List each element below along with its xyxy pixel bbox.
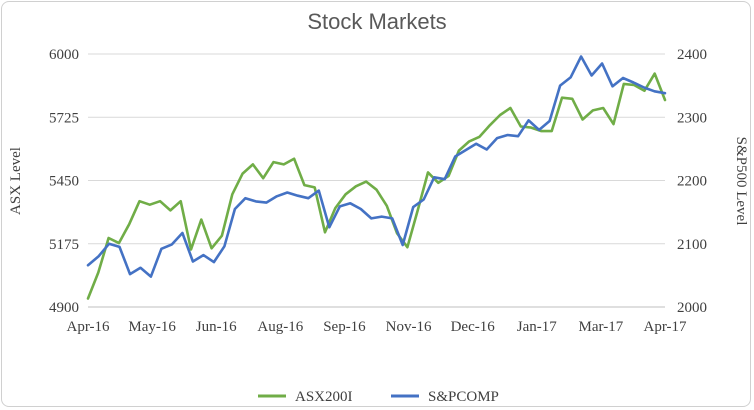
- right-tick-label: 2400: [677, 47, 707, 63]
- x-tick-label: Jun-16: [196, 319, 237, 335]
- left-tick-label: 4900: [49, 300, 79, 316]
- series-line-spcomp: [86, 55, 667, 278]
- left-axis-ticks: 4900 5175 5450 5725 6000: [49, 47, 79, 316]
- x-axis-ticks: Apr-16 May-16 Jun-16 Aug-16 Sep-16 Nov-16 Dec-…: [66, 319, 687, 335]
- x-tick-label: Apr-16: [66, 319, 110, 335]
- legend-label-asx200i: ASX200I: [295, 389, 353, 405]
- legend: ASX200I S&PCOMP: [258, 389, 499, 405]
- series-line-asx200i: [86, 72, 667, 300]
- legend-label-spcomp: S&PCOMP: [428, 389, 499, 405]
- left-tick-label: 5175: [49, 237, 79, 253]
- right-tick-label: 2000: [677, 300, 707, 316]
- left-tick-label: 5450: [49, 174, 79, 190]
- left-tick-label: 6000: [49, 47, 79, 63]
- x-tick-label: Mar-17: [579, 319, 624, 335]
- x-tick-label: Apr-17: [643, 319, 687, 335]
- right-axis-label: S&P500 Level: [733, 137, 749, 226]
- x-tick-label: Sep-16: [323, 319, 366, 335]
- series-lines: [86, 55, 667, 300]
- x-tick-label: Nov-16: [386, 319, 432, 335]
- left-tick-label: 5725: [49, 110, 79, 126]
- gridlines: [88, 53, 665, 245]
- left-axis-label: ASX Level: [8, 147, 24, 215]
- x-tick-label: May-16: [128, 319, 176, 335]
- right-tick-label: 2300: [677, 110, 707, 126]
- x-tick-label: Aug-16: [257, 319, 303, 335]
- right-tick-label: 2100: [677, 237, 707, 253]
- x-tick-label: Jan-17: [517, 319, 557, 335]
- right-axis-ticks: 2000 2100 2200 2300 2400: [677, 47, 707, 316]
- chart-title: Stock Markets: [307, 9, 446, 34]
- right-tick-label: 2200: [677, 174, 707, 190]
- x-tick-label: Dec-16: [451, 319, 496, 335]
